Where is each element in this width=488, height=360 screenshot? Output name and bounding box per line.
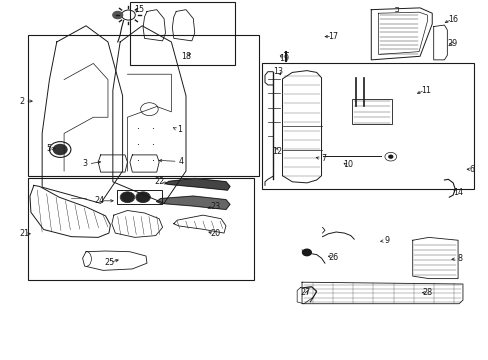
- Bar: [117, 190, 161, 204]
- Circle shape: [137, 193, 149, 202]
- Text: 24: 24: [94, 196, 104, 205]
- Circle shape: [388, 155, 392, 158]
- Text: 19: 19: [279, 54, 289, 63]
- Text: 7: 7: [321, 154, 326, 163]
- Text: 22: 22: [154, 177, 164, 186]
- Bar: [261, 63, 473, 189]
- Text: 11: 11: [420, 86, 430, 95]
- Text: 13: 13: [272, 67, 282, 76]
- Text: 1: 1: [177, 125, 182, 134]
- Circle shape: [302, 249, 311, 256]
- Text: 9: 9: [384, 237, 389, 246]
- Polygon shape: [157, 196, 229, 210]
- Text: 20: 20: [209, 229, 220, 238]
- Text: 26: 26: [327, 253, 337, 262]
- Text: 4: 4: [178, 157, 183, 166]
- Text: 28: 28: [421, 288, 431, 297]
- Bar: [130, 3, 234, 65]
- Text: 3: 3: [82, 159, 87, 168]
- Polygon shape: [165, 179, 229, 190]
- Bar: [27, 35, 259, 176]
- Bar: [351, 99, 391, 125]
- Text: 2: 2: [19, 96, 24, 105]
- Text: 8: 8: [457, 255, 462, 264]
- Circle shape: [121, 193, 134, 202]
- Bar: [27, 178, 254, 280]
- Text: 10: 10: [342, 161, 352, 170]
- Circle shape: [113, 12, 122, 19]
- Text: 23: 23: [209, 202, 220, 211]
- Text: 25: 25: [104, 258, 114, 267]
- Text: 6: 6: [468, 165, 474, 174]
- Text: 29: 29: [447, 39, 457, 48]
- Text: 16: 16: [447, 15, 457, 24]
- Circle shape: [53, 144, 67, 154]
- Text: 17: 17: [327, 32, 337, 41]
- Text: 5: 5: [46, 144, 52, 153]
- Text: 15: 15: [134, 5, 144, 14]
- Text: 12: 12: [272, 147, 282, 156]
- Text: 18: 18: [181, 52, 191, 61]
- Text: 14: 14: [452, 188, 462, 197]
- Text: 21: 21: [19, 229, 29, 238]
- Text: 27: 27: [300, 288, 310, 297]
